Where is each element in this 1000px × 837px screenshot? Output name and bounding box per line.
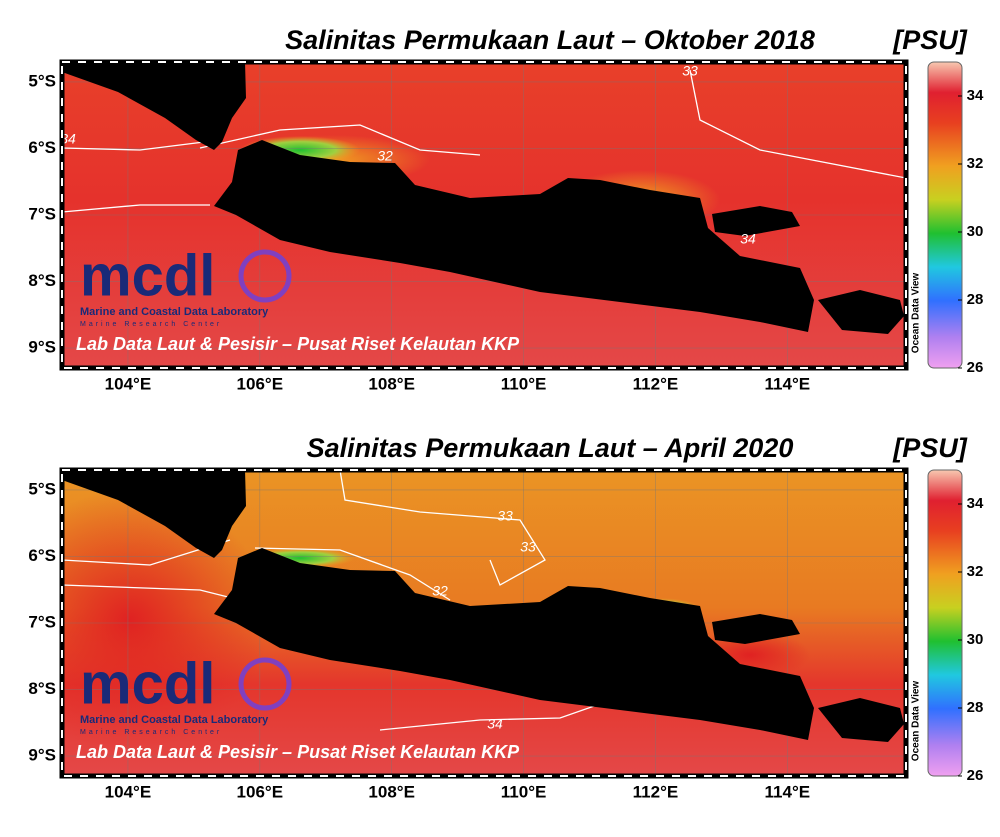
- y-tick-label: 7°S: [28, 612, 56, 631]
- colorbar-label: 26: [967, 359, 984, 376]
- y-tick-label: 5°S: [28, 71, 56, 90]
- contour-line: [199, 124, 481, 156]
- contour-label: 33: [497, 508, 513, 524]
- y-tick-label: 9°S: [28, 746, 56, 765]
- land: [818, 290, 904, 334]
- land: [214, 140, 814, 332]
- land: [62, 62, 246, 150]
- colorbar: [927, 61, 963, 369]
- contour-line: [62, 584, 241, 601]
- x-tick-label: 114°E: [765, 782, 811, 801]
- contour-line: [254, 547, 451, 601]
- unit-label: [PSU]: [892, 433, 968, 463]
- map-title: Salinitas Permukaan Laut – Oktober 2018: [285, 25, 815, 55]
- colorbar-label: 34: [967, 87, 984, 104]
- logo-name: Marine and Coastal Data Laboratory: [80, 714, 269, 726]
- logo-icon: [238, 657, 292, 711]
- x-tick-label: 108°E: [368, 374, 415, 393]
- land: [712, 614, 800, 644]
- land: [62, 470, 246, 558]
- contour-line: [689, 69, 906, 179]
- colorbar-label: 28: [967, 699, 984, 716]
- logo-mark: mcdl: [80, 243, 215, 308]
- y-tick-label: 5°S: [28, 479, 56, 498]
- contour-line: [62, 204, 210, 213]
- logo-sub: Marine Research Center: [80, 729, 222, 736]
- software-label: Ocean Data View: [911, 681, 922, 762]
- logo-sub: Marine Research Center: [80, 321, 222, 328]
- x-tick-label: 114°E: [765, 374, 811, 393]
- x-tick-label: 106°E: [237, 374, 284, 393]
- contour-label: 32: [377, 148, 393, 164]
- contour-line: [339, 470, 546, 586]
- credit: Lab Data Laut & Pesisir – Pusat Riset Ke…: [76, 334, 520, 354]
- x-tick-label: 104°E: [105, 782, 152, 801]
- colorbar-label: 30: [967, 631, 984, 648]
- colorbar-label: 32: [967, 563, 984, 580]
- contour-label: 33: [682, 63, 698, 79]
- colorbar-label: 26: [967, 767, 984, 784]
- unit-label: [PSU]: [892, 25, 968, 55]
- y-tick-label: 9°S: [28, 338, 56, 357]
- contour-label: 34: [60, 131, 76, 147]
- contour-label: 34: [740, 231, 756, 247]
- logo-icon: [238, 249, 292, 303]
- y-tick-label: 6°S: [28, 138, 56, 157]
- y-tick-label: 8°S: [28, 679, 56, 698]
- x-tick-label: 104°E: [105, 374, 152, 393]
- x-tick-label: 112°E: [633, 374, 679, 393]
- colorbar-label: 28: [967, 291, 984, 308]
- salinity-patch: [62, 490, 270, 750]
- contour-line: [62, 139, 221, 151]
- contour-label: 33: [520, 539, 536, 555]
- x-tick-label: 106°E: [237, 782, 284, 801]
- y-tick-label: 7°S: [28, 204, 56, 223]
- colorbar: [927, 469, 963, 777]
- y-tick-label: 8°S: [28, 271, 56, 290]
- y-tick-label: 6°S: [28, 546, 56, 565]
- land: [818, 698, 904, 742]
- land: [712, 206, 800, 236]
- colorbar-label: 34: [967, 495, 984, 512]
- credit: Lab Data Laut & Pesisir – Pusat Riset Ke…: [76, 742, 520, 762]
- x-tick-label: 108°E: [368, 782, 415, 801]
- colorbar-label: 30: [967, 223, 984, 240]
- x-tick-label: 110°E: [501, 374, 547, 393]
- x-tick-label: 112°E: [633, 782, 679, 801]
- map-title: Salinitas Permukaan Laut – April 2020: [307, 433, 794, 463]
- contour-label: 32: [432, 583, 448, 599]
- frame-dash: [61, 61, 907, 369]
- frame-dash: [61, 469, 907, 777]
- contour-label: 34: [487, 716, 503, 732]
- logo-mark: mcdl: [80, 651, 215, 716]
- colorbar-label: 32: [967, 155, 984, 172]
- x-tick-label: 110°E: [501, 782, 547, 801]
- land: [214, 548, 814, 740]
- logo-name: Marine and Coastal Data Laboratory: [80, 306, 269, 318]
- software-label: Ocean Data View: [911, 273, 922, 354]
